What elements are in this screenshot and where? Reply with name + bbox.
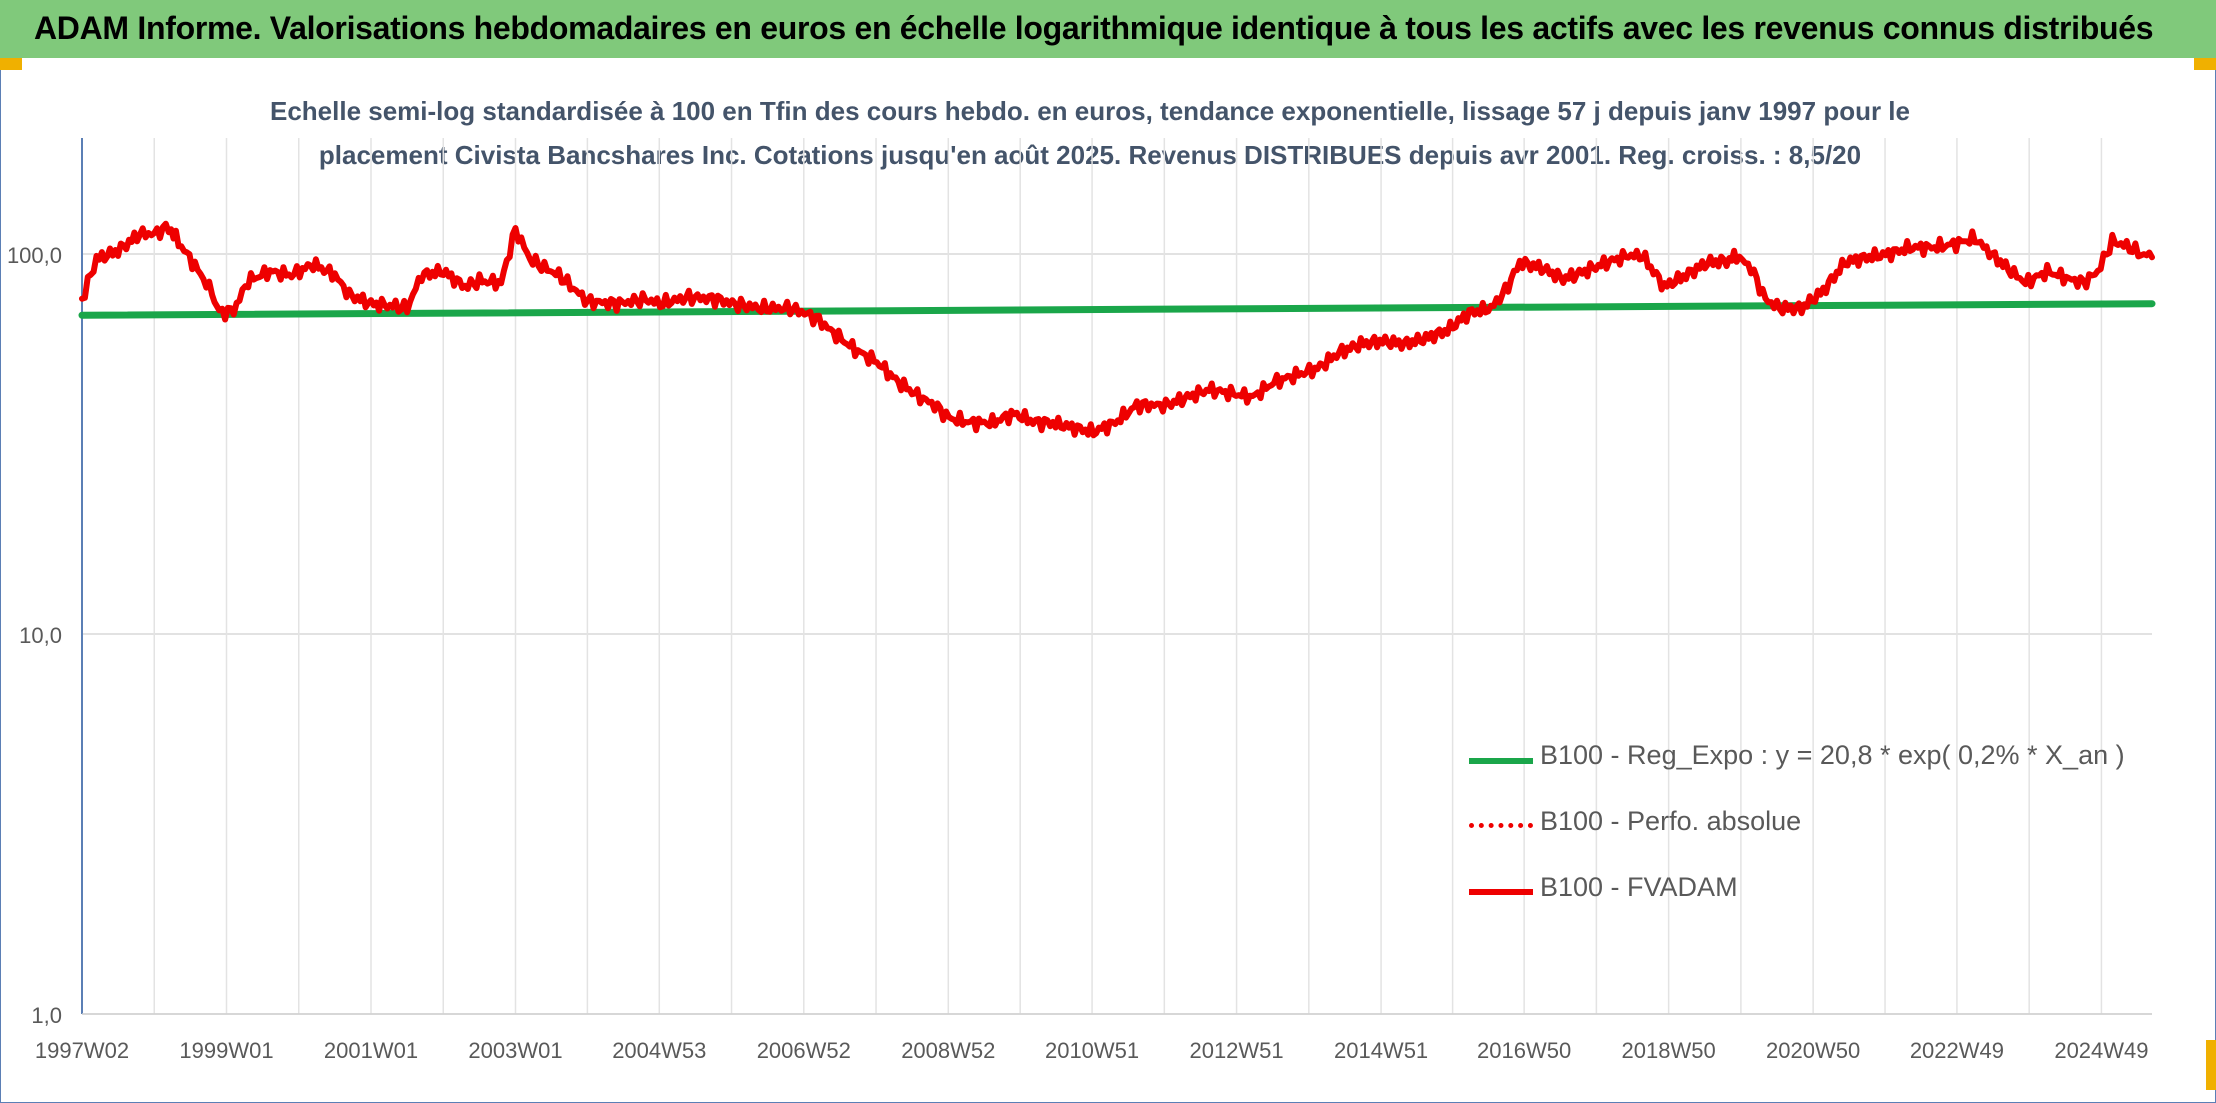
y-tick-label: 100,0 — [7, 243, 62, 268]
x-tick-label: 2014W51 — [1334, 1038, 1428, 1063]
x-tick-label: 2024W49 — [2054, 1038, 2148, 1063]
x-tick-label: 2016W50 — [1477, 1038, 1571, 1063]
legend-label-fvadam: B100 - FVADAM — [1540, 872, 1738, 902]
x-tick-label: 2012W51 — [1189, 1038, 1283, 1063]
legend-label-perfo: B100 - Perfo. absolue — [1540, 806, 1802, 836]
legend-swatch-fvadam — [1469, 889, 1533, 895]
x-tick-label: 2020W50 — [1766, 1038, 1860, 1063]
corner-marker-bottom — [2206, 1040, 2216, 1090]
x-tick-label: 2003W01 — [468, 1038, 562, 1063]
y-tick-label: 10,0 — [19, 623, 62, 648]
chart-title-line-2: placement Civista Bancshares Inc. Cotati… — [318, 140, 1862, 170]
legend-swatch-regression — [1469, 758, 1533, 764]
chart-title-line-1: Echelle semi-log standardisée à 100 en T… — [269, 96, 1910, 126]
corner-marker-left — [0, 58, 22, 70]
x-tick-label: 1997W02 — [35, 1038, 129, 1063]
x-tick-label: 2022W49 — [1910, 1038, 2004, 1063]
x-tick-label: 1999W01 — [179, 1038, 273, 1063]
corner-marker-right — [2194, 58, 2216, 70]
legend-label-regression: B100 - Reg_Expo : y = 20,8 * exp( 0,2% *… — [1540, 740, 2125, 770]
series-fvadam-line — [79, 220, 2155, 439]
y-tick-label: 1,0 — [31, 1003, 62, 1028]
x-tick-label: 2004W53 — [612, 1038, 706, 1063]
banner-title: ADAM Informe. Valorisations hebdomadaire… — [34, 10, 2154, 46]
legend-swatch-perfo — [1469, 823, 1533, 828]
x-tick-label: 2006W52 — [757, 1038, 851, 1063]
x-tick-label: 2001W01 — [324, 1038, 418, 1063]
x-tick-label: 2018W50 — [1622, 1038, 1716, 1063]
x-tick-label: 2008W52 — [901, 1038, 995, 1063]
x-tick-label: 2010W51 — [1045, 1038, 1139, 1063]
banner: ADAM Informe. Valorisations hebdomadaire… — [0, 0, 2216, 58]
